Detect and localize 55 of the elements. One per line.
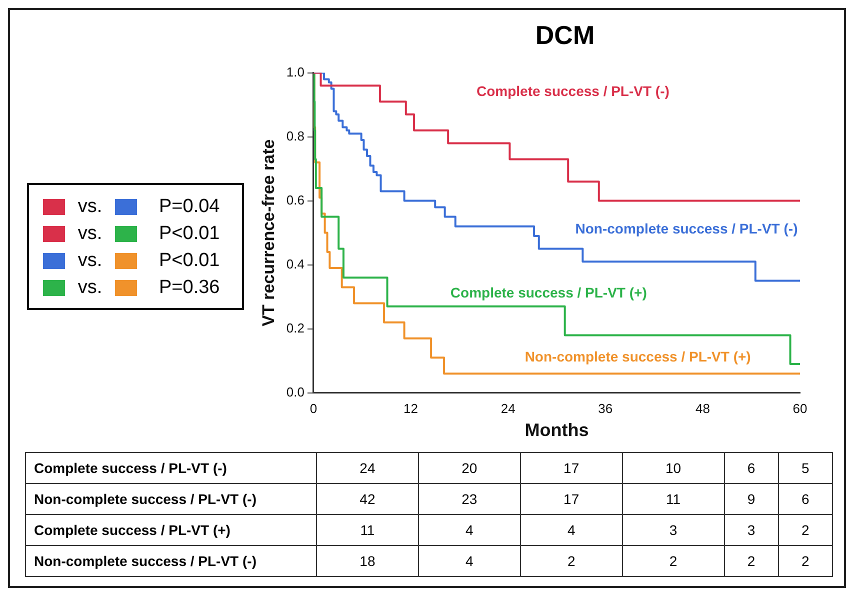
text: 18 (316, 546, 418, 576)
text: 6 (778, 484, 832, 514)
text: P=0.36 (159, 276, 220, 298)
text: 2 (778, 546, 832, 576)
text: 23 (418, 484, 520, 514)
y-tick-label: 1.0 (286, 64, 304, 80)
series-label: Non-complete success / PL-VT (+) (524, 348, 751, 364)
text: 2 (724, 546, 778, 576)
text: 11 (622, 484, 724, 514)
text: 9 (724, 484, 778, 514)
text: 10 (622, 452, 724, 484)
text: 3 (622, 514, 724, 546)
text: 17 (520, 452, 622, 484)
chart-title: DCM (534, 20, 596, 51)
text: 17 (520, 484, 622, 514)
x-tick-label: 0 (310, 401, 318, 416)
text: vs. (76, 276, 104, 298)
y-tick-label: 0.4 (286, 256, 304, 272)
text: Non-complete success / PL-VT (-) (26, 546, 316, 576)
text: 5 (778, 452, 832, 484)
text: 2 (778, 514, 832, 546)
text: 42 (316, 484, 418, 514)
x-tick-label: 12 (404, 401, 418, 416)
series-label: Non-complete success / PL-VT (-) (575, 220, 798, 236)
text: Complete success / PL-VT (-) (26, 452, 316, 484)
text: 2 (622, 546, 724, 576)
y-axis-title: VT recurrence-free rate (258, 139, 278, 326)
y-tick-label: 0.0 (286, 384, 304, 400)
text: 4 (418, 546, 520, 576)
x-tick-label: 60 (792, 401, 808, 416)
text: Non-complete success / PL-VT (-) (26, 484, 316, 514)
text: vs. (76, 250, 104, 272)
x-tick-label: 48 (695, 401, 710, 416)
text: 2 (520, 546, 622, 576)
text: vs. (76, 196, 104, 218)
text: 6 (724, 452, 778, 484)
text: 4 (520, 514, 622, 546)
series-label: Complete success / PL-VT (+) (450, 284, 647, 300)
text: 20 (418, 452, 520, 484)
text: Complete success / PL-VT (+) (26, 514, 316, 546)
x-axis-title: Months (524, 420, 589, 440)
text: 3 (724, 514, 778, 546)
text: 11 (316, 514, 418, 546)
y-tick-label: 0.6 (286, 192, 304, 208)
y-tick-label: 0.2 (286, 320, 304, 336)
text: 24 (316, 452, 418, 484)
text: vs. (76, 222, 104, 244)
x-tick-label: 24 (500, 401, 516, 416)
text: Complete success / PL-VT (-) (476, 82, 670, 99)
x-tick-label: 36 (598, 401, 613, 416)
text: 4 (418, 514, 520, 546)
y-tick-label: 0.8 (286, 128, 304, 144)
text: P=0.04 (159, 196, 220, 218)
text: P<0.01 (159, 222, 220, 244)
text: P<0.01 (159, 250, 220, 272)
